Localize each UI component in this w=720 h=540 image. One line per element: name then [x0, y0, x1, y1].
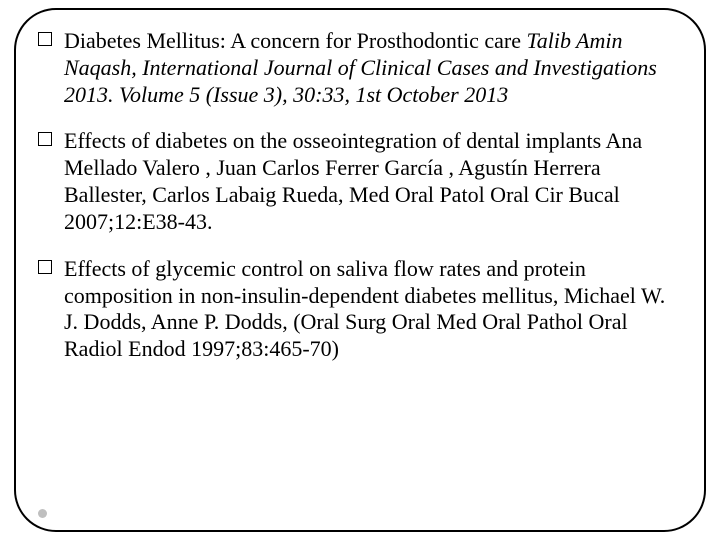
square-bullet-icon: [38, 132, 52, 146]
square-bullet-icon: [38, 260, 52, 274]
reference-title: Effects of diabetes on the osseointegrat…: [64, 128, 601, 153]
reference-item: Effects of diabetes on the osseointegrat…: [64, 128, 674, 235]
slide-number-dot-icon: [38, 509, 47, 518]
slide-frame: Diabetes Mellitus: A concern for Prostho…: [14, 8, 706, 532]
reference-title: Effects of glycemic control on saliva fl…: [64, 256, 586, 308]
reference-item: Diabetes Mellitus: A concern for Prostho…: [64, 28, 674, 108]
reference-item: Effects of glycemic control on saliva fl…: [64, 256, 674, 363]
reference-title: Diabetes Mellitus: A concern for Prostho…: [64, 28, 521, 53]
square-bullet-icon: [38, 32, 52, 46]
